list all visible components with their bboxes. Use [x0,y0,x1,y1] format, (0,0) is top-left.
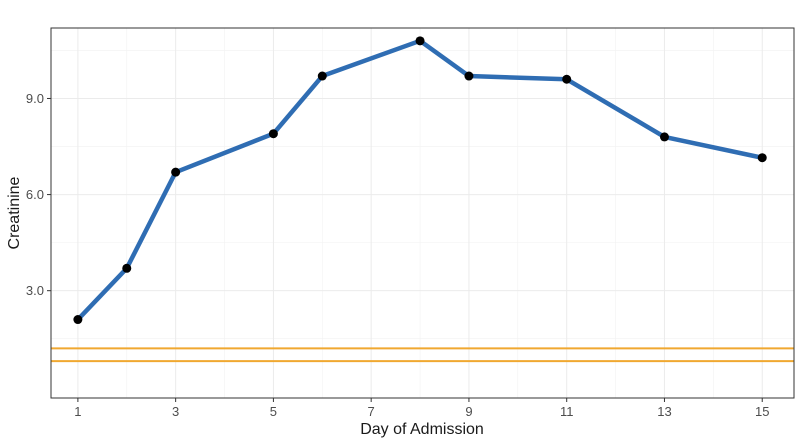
y-tick-label: 9.0 [26,91,44,106]
data-point [268,129,278,139]
series-lines [75,38,765,322]
data-point [562,74,572,84]
x-tick-label: 1 [74,404,81,419]
series-line [75,38,765,322]
grid-minor [51,28,794,398]
x-tick-label: 5 [270,404,277,419]
x-tick-label: 15 [755,404,769,419]
data-point [171,167,181,177]
x-tick-label: 3 [172,404,179,419]
x-tick-label: 9 [465,404,472,419]
x-tick-label: 7 [368,404,375,419]
y-axis: 3.0 6.0 9.0 [26,91,51,298]
plot-background [51,28,794,398]
reference-lines [51,347,794,363]
data-point [73,315,83,325]
grid-major [51,28,794,398]
data-point [122,263,132,273]
plot-border [50,27,795,399]
x-axis: 1 3 5 7 9 11 13 15 [74,398,769,419]
data-point [317,71,327,81]
x-axis-title: Day of Admission [360,421,484,438]
data-point [415,36,425,46]
data-point [464,71,474,81]
y-tick-label: 3.0 [26,283,44,298]
data-points [73,36,767,325]
y-axis-title: Creatinine [6,176,23,249]
x-tick-label: 11 [560,404,574,419]
x-tick-label: 13 [657,404,671,419]
y-tick-label: 6.0 [26,187,44,202]
data-point [659,132,669,142]
data-point [757,153,767,163]
